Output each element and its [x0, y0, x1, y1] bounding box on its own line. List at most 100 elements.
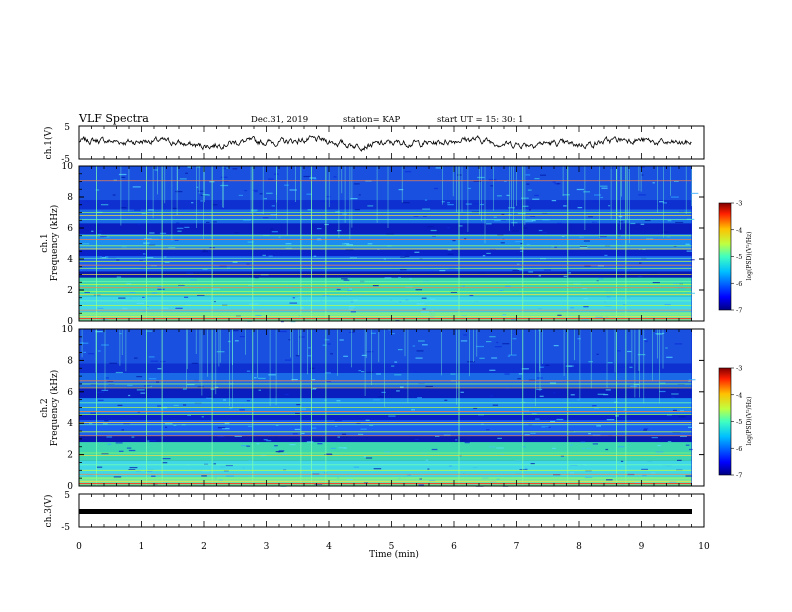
spectrogram-speckle: [401, 202, 410, 204]
spectrogram-speckle: [486, 252, 491, 254]
ch2-colorbar: [718, 367, 732, 476]
spectrogram-speckle: [432, 235, 436, 237]
spectrogram-speckle: [85, 200, 89, 202]
spectrogram-speckle: [234, 435, 242, 437]
spectrogram-speckle: [156, 381, 160, 383]
spectrogram-speckle: [325, 372, 331, 374]
spectrogram-speckle: [365, 419, 370, 421]
spectrogram-speckle: [606, 296, 611, 298]
spectrogram-speckle: [493, 216, 497, 218]
spectrogram-speckle: [143, 385, 151, 387]
spectrogram-speckle: [494, 346, 502, 348]
spectrogram-speckle: [320, 200, 328, 202]
spectrogram-speckle: [289, 189, 297, 191]
spectrogram-speckle: [109, 362, 118, 364]
spectrogram-speckle: [246, 400, 250, 402]
spectrogram-speckle: [136, 302, 144, 304]
spectrogram-speckle: [213, 300, 216, 303]
spectrogram-speckle: [504, 373, 510, 375]
spectrogram-speckle: [439, 270, 446, 272]
spectrogram-speckle: [353, 299, 358, 301]
spectrogram-speckle: [530, 463, 535, 465]
spectrogram-speckle: [399, 301, 402, 303]
spectrogram-speckle: [530, 432, 536, 434]
spectrogram-speckle: [336, 288, 341, 291]
spectrogram-speckle: [429, 480, 436, 482]
spectrogram-speckle: [553, 392, 556, 394]
spectrogram-speckle: [522, 227, 528, 229]
spectrogram-speckle: [98, 399, 104, 401]
spectrogram-speckle: [184, 296, 189, 298]
spectrogram-speckle: [219, 207, 228, 209]
spectrogram-speckle: [128, 469, 136, 471]
spectrogram-speckle: [106, 436, 113, 438]
spectrogram-speckle: [512, 338, 517, 340]
spectrogram-speckle: [183, 404, 187, 406]
spectrogram-speckle: [274, 445, 278, 447]
spectrogram-speckle: [204, 463, 209, 465]
spectrogram-speckle: [201, 416, 204, 418]
spectrogram-speckle: [424, 199, 428, 201]
spectrogram-speckle: [462, 473, 465, 475]
ch3-waveform-line: [79, 509, 692, 514]
spectrogram-speckle: [358, 433, 364, 435]
ch1-spectrogram-ylabel-frequency: Frequency (kHz): [49, 205, 60, 282]
spectrogram-speckle: [203, 249, 206, 251]
spectrogram-speckle: [266, 192, 273, 194]
spectrogram-speckle: [89, 422, 93, 425]
spectrogram-speckle: [105, 377, 109, 379]
spectrogram-speckle: [497, 195, 502, 197]
spectrogram-speckle: [270, 228, 274, 230]
spectrogram-speckle: [386, 233, 394, 235]
spectrogram-speckle: [145, 470, 153, 472]
spectrogram-speckle: [335, 425, 338, 427]
spectrogram-speckle: [538, 275, 541, 277]
spectrogram-speckle: [319, 442, 325, 444]
spectrogram-speckle: [644, 340, 648, 342]
spectrogram-speckle: [266, 440, 272, 442]
spectrogram-speckle: [275, 435, 278, 438]
spectrogram-speckle: [172, 207, 178, 209]
spectrogram-speckle: [365, 457, 373, 459]
spectrogram-speckle: [342, 213, 348, 215]
spectrogram-speckle: [661, 231, 669, 233]
spectrogram-speckle: [489, 395, 493, 397]
spectrogram-speckle: [526, 243, 530, 246]
spectrogram-speckle: [556, 183, 560, 185]
spectrogram-speckle: [414, 371, 417, 373]
spectrogram-speckle: [665, 465, 672, 467]
spectrogram-speckle: [529, 209, 531, 211]
spectrogram-speckle: [82, 342, 89, 344]
spectrogram-speckle: [394, 361, 398, 363]
spectrogram-speckle: [220, 176, 228, 178]
spectrogram-speckle: [388, 329, 391, 331]
spectrogram-speckle: [429, 271, 434, 273]
spectrogram-speckle: [464, 238, 467, 240]
spectrogram-speckle: [246, 370, 251, 372]
spectrogram-speckle: [345, 249, 354, 251]
spectrogram-speckle: [292, 296, 299, 298]
spectrogram-speckle: [641, 474, 647, 477]
spectrogram-speckle: [175, 191, 183, 193]
spectrogram-speckle: [596, 353, 599, 355]
spectrogram-speckle: [651, 472, 656, 474]
spectrogram-speckle: [300, 307, 304, 309]
ch3-ytick-bottom: -5: [61, 523, 70, 533]
spectrogram-speckle: [191, 202, 194, 204]
spectrogram-speckle: [538, 229, 543, 232]
spectrogram-speckle: [469, 294, 474, 297]
spectrogram-speckle: [306, 193, 312, 195]
spectrogram-speckle: [652, 281, 660, 284]
spectrogram-speckle: [259, 193, 263, 195]
spectrogram-speckle: [113, 476, 122, 478]
spectrogram-speckle: [673, 283, 680, 285]
spectrogram-speckle: [312, 427, 317, 429]
spectrogram-speckle: [324, 339, 330, 341]
figure-title: VLF Spectra: [78, 112, 149, 125]
spectrogram-speckle: [497, 234, 504, 236]
spectrogram-speckle: [186, 272, 193, 274]
spectrogram-speckle: [623, 409, 627, 411]
spectrogram-speckle: [360, 428, 367, 430]
spectrogram-speckle: [99, 230, 103, 232]
spectrogram-speckle: [175, 222, 180, 224]
